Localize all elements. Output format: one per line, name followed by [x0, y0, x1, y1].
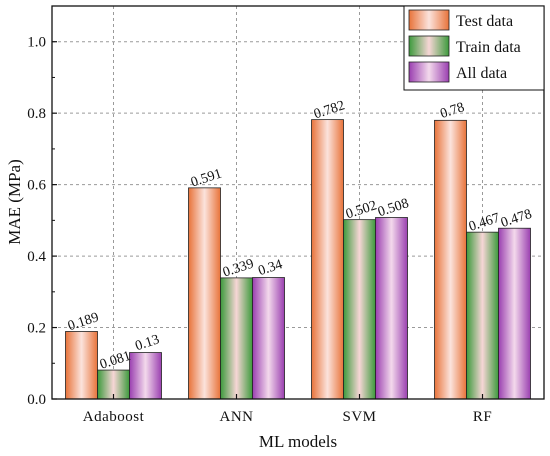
x-tick-label: Adaboost: [83, 409, 145, 425]
x-axis-title: ML models: [259, 432, 337, 451]
data-label: 0.467: [467, 211, 502, 235]
y-tick-label: 0.4: [27, 249, 46, 265]
y-tick-label: 0.0: [27, 392, 46, 408]
bar-train-data-ann: [220, 277, 253, 400]
axis-ticks: 0.0 0.2 0.4 0.6 0.8 1.0 Adaboost ANN SVM RF: [27, 5, 492, 425]
y-tick-label: 0.2: [27, 321, 46, 337]
legend: Test data Train data All data: [403, 5, 545, 91]
bar-train-data-rf: [466, 231, 499, 400]
x-tick-label: ANN: [220, 409, 254, 425]
data-label: 0.189: [66, 310, 101, 334]
legend-label: All data: [456, 65, 507, 82]
y-tick-label: 1.0: [27, 35, 46, 51]
y-tick-label: 0.8: [27, 106, 46, 122]
bar-all-data-ann: [252, 277, 285, 400]
bar-test-data-adaboost: [65, 331, 98, 400]
legend-swatch: [408, 61, 450, 83]
data-label: 0.34: [256, 257, 284, 279]
data-label: 0.13: [133, 332, 161, 354]
y-axis-title: MAE (MPa): [5, 159, 24, 244]
bar-all-data-rf: [498, 227, 531, 400]
plot-frame: [51, 5, 545, 400]
data-label: 0.591: [189, 167, 224, 191]
legend-swatch: [408, 35, 450, 57]
legend-label: Test data: [456, 13, 513, 30]
legend-swatch: [408, 9, 450, 31]
data-label: 0.502: [344, 198, 379, 222]
bar-test-data-rf: [434, 119, 467, 400]
bar-test-data-svm: [311, 119, 344, 400]
data-label: 0.78: [438, 100, 466, 122]
data-label: 0.339: [221, 257, 256, 281]
legend-label: Train data: [456, 39, 521, 56]
bars: [65, 119, 531, 400]
bar-test-data-ann: [188, 187, 221, 400]
bar-train-data-svm: [343, 219, 376, 400]
y-tick-label: 0.6: [27, 178, 46, 194]
data-label: 0.782: [312, 98, 347, 122]
bar-all-data-adaboost: [129, 352, 162, 400]
x-tick-label: RF: [473, 409, 492, 425]
data-label: 0.081: [98, 349, 133, 373]
bar-all-data-svm: [375, 217, 408, 400]
data-label: 0.478: [499, 207, 534, 231]
data-label: 0.508: [376, 196, 411, 220]
x-tick-label: SVM: [342, 409, 376, 425]
